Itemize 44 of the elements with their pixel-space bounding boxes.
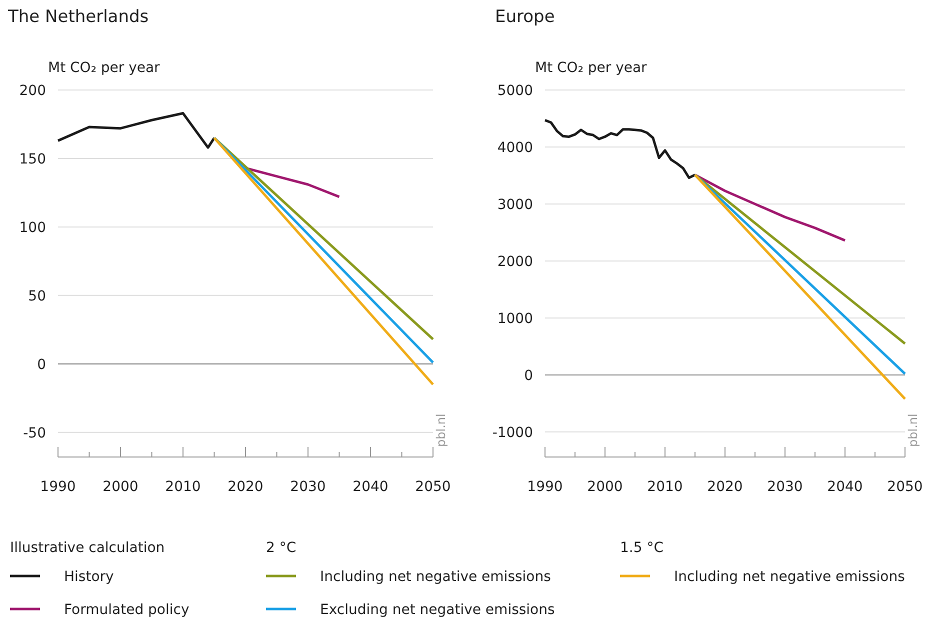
y-tick-label: 100 (19, 220, 46, 236)
text: Illustrative calculation (10, 540, 165, 556)
x-tick-label: 1990 (40, 479, 76, 495)
text: pbl.nl (434, 414, 448, 447)
y-tick-label: 0 (524, 368, 533, 384)
y-axis-title: Mt CO₂ per year (48, 60, 160, 76)
legend-label: Including net negative emissions (674, 569, 905, 585)
x-tick-label: 2010 (647, 479, 683, 495)
text: 2 °C (266, 540, 296, 556)
x-tick-label: 2040 (352, 479, 388, 495)
y-tick-label: 200 (19, 83, 46, 99)
x-tick-label: 2030 (767, 479, 803, 495)
legend-label: History (64, 569, 114, 585)
y-tick-label: 150 (19, 151, 46, 168)
y-tick-label: 2000 (497, 254, 533, 270)
y-tick-label: 3000 (497, 196, 533, 213)
y-tick-label: 1000 (497, 310, 533, 327)
y-tick-label: -50 (23, 425, 46, 442)
chart-title: Europe (495, 7, 555, 27)
x-tick-label: 2000 (102, 479, 138, 495)
line-series (56, 112, 216, 149)
y-tick-label: -1000 (492, 424, 533, 441)
x-tick-label: 2050 (415, 479, 451, 495)
x-tick-label: 2020 (228, 479, 264, 495)
x-tick-label: 1990 (527, 479, 563, 495)
line-series (694, 174, 846, 242)
y-tick-label: 0 (37, 356, 46, 373)
chart-title: The Netherlands (7, 7, 149, 27)
legend-label: Formulated policy (64, 602, 190, 618)
x-tick-label: 2000 (587, 479, 623, 495)
line-series (544, 118, 696, 180)
legend-label: Including net negative emissions (320, 569, 551, 585)
text: pbl.nl (906, 414, 920, 447)
y-tick-label: 5000 (497, 83, 533, 99)
legend-label: Excluding net negative emissions (320, 602, 555, 618)
x-tick-label: 2010 (165, 479, 201, 495)
y-tick-label: 50 (28, 288, 46, 304)
y-axis-title: Mt CO₂ per year (535, 60, 648, 76)
x-tick-label: 2040 (827, 479, 863, 495)
y-tick-label: 4000 (497, 140, 533, 156)
text: 1.5 °C (620, 540, 664, 556)
x-tick-label: 2030 (290, 479, 326, 495)
x-tick-label: 2020 (707, 479, 743, 495)
x-tick-label: 2050 (887, 479, 923, 495)
